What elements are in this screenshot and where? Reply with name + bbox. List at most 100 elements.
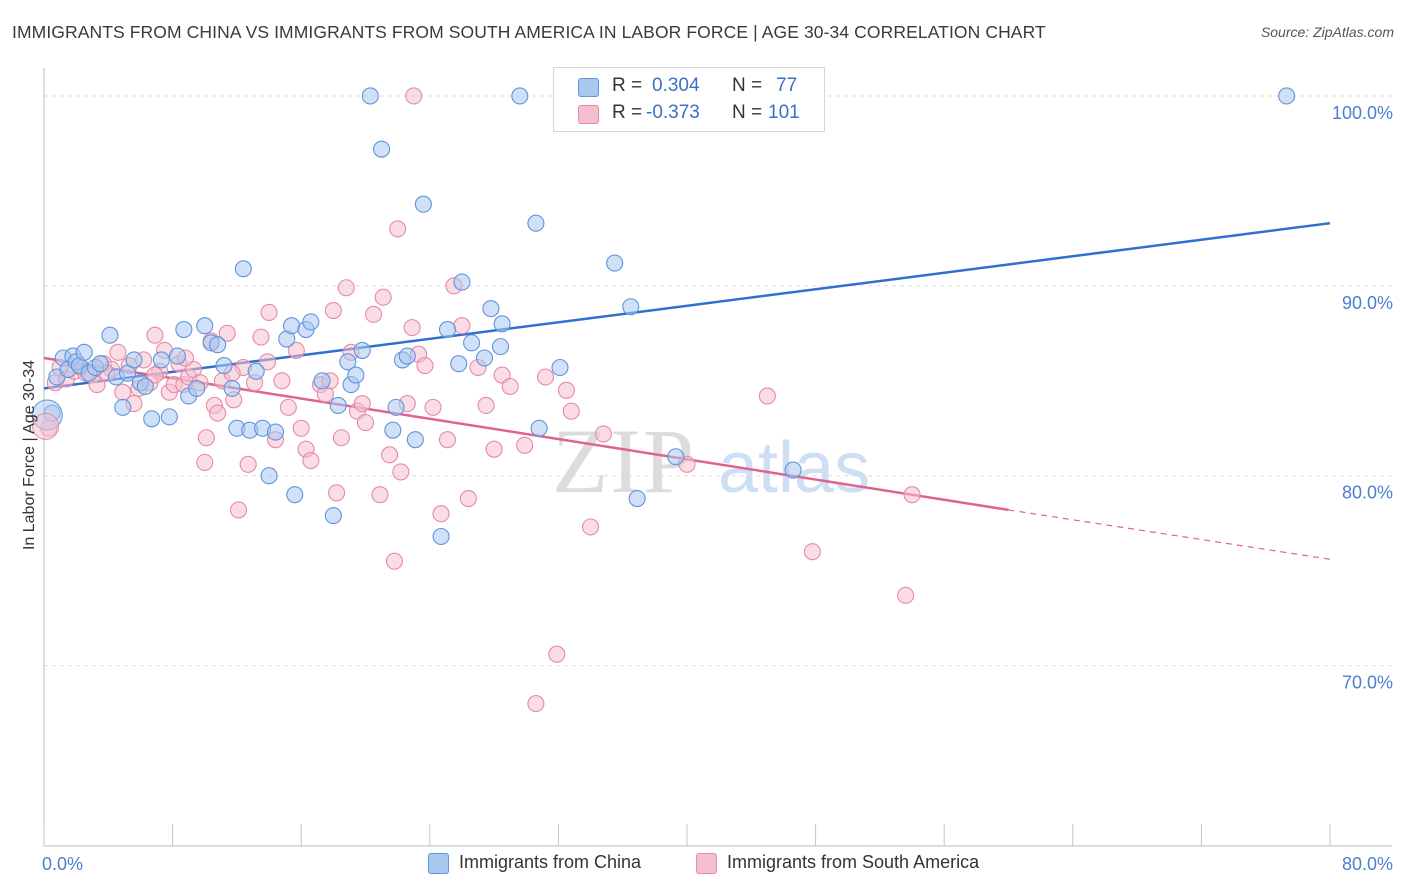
china-point (143, 410, 161, 428)
china-point (168, 347, 186, 365)
south-america-point (109, 343, 127, 361)
south-america-trend-extension (1008, 509, 1331, 560)
china-point (387, 398, 405, 416)
china-point (234, 260, 252, 278)
y-tick-label: 80.0% (1342, 483, 1393, 503)
south-america-point (403, 319, 421, 337)
chart-title: IMMIGRANTS FROM CHINA VS IMMIGRANTS FROM… (12, 22, 1046, 42)
south-america-point (485, 440, 503, 458)
china-point (463, 334, 481, 352)
south-america-point (292, 419, 310, 437)
china-point (482, 300, 500, 318)
china-point (114, 398, 132, 416)
china-point (361, 87, 379, 105)
china-legend-swatch (428, 853, 449, 874)
y-axis-label: In Labor Force | Age 30-34 (21, 360, 38, 550)
china-point (196, 317, 214, 335)
south-america-point (416, 357, 434, 375)
south-america-point (453, 317, 471, 335)
south-america-point (424, 398, 442, 416)
china-legend-label: Immigrants from China (459, 852, 642, 872)
south-america-point (405, 87, 423, 105)
china-point (283, 317, 301, 335)
china-point (432, 527, 450, 546)
south-america-point (438, 431, 457, 449)
gridlines (44, 95, 1392, 667)
y-tick-label: 70.0% (1342, 673, 1393, 693)
south-america-point (364, 305, 383, 323)
south-america-point (897, 586, 915, 604)
china-point (347, 366, 365, 384)
china-point (125, 351, 143, 369)
legend-r-label: R = (612, 75, 643, 96)
china-point (438, 320, 457, 339)
china-point (453, 273, 471, 291)
china-point (160, 408, 178, 426)
south-america-point (516, 436, 534, 454)
x-tick-label-min: 0.0% (42, 854, 83, 874)
south-america-point (803, 543, 821, 561)
china-point (75, 343, 93, 361)
china-point (511, 87, 529, 105)
stats-legend: R = 0.304 N = 77 R = -0.373 N = 101 (553, 67, 825, 132)
china-point (606, 254, 624, 272)
china-point (223, 379, 241, 397)
china-point (302, 313, 320, 331)
south-america-point (239, 455, 257, 473)
china-point (209, 336, 227, 354)
south-america-point (209, 404, 227, 422)
watermark: ZIP atlas (552, 410, 870, 512)
china-point (215, 357, 233, 375)
china-point (628, 489, 646, 508)
south-america-point (337, 279, 355, 297)
south-america-point (328, 484, 346, 502)
tick-labels: 70.0% 80.0% 90.0% 100.0% 0.0% 80.0% (42, 103, 1393, 874)
china-point (667, 448, 685, 466)
china-point (414, 195, 432, 213)
south-america-point (389, 220, 407, 238)
china-point (324, 507, 342, 525)
south-america-point (287, 341, 305, 359)
south-america-point (594, 425, 612, 443)
south-america-point (536, 368, 555, 386)
china-point (622, 298, 640, 316)
legend-n-value: 77 (776, 75, 798, 96)
south-america-point (432, 505, 450, 523)
south-america-point (477, 396, 495, 415)
x-tick-label-max: 80.0% (1342, 854, 1393, 874)
china-point (260, 467, 278, 485)
legend-r-label: R = (612, 102, 643, 123)
china-point (384, 421, 402, 439)
legend-n-value: 101 (768, 102, 800, 123)
south-america-point (252, 328, 270, 346)
china-point (339, 353, 357, 371)
south-america-point (557, 381, 575, 399)
south-america-point (332, 429, 350, 447)
south-america-point (260, 303, 278, 321)
legend-r-value: 0.304 (652, 75, 700, 96)
south-america-point (371, 486, 389, 504)
legend-r-value: -0.373 (646, 102, 700, 123)
china-point (491, 338, 510, 356)
south-america-point (381, 446, 399, 464)
y-tick-label: 100.0% (1332, 103, 1393, 123)
china-point (475, 349, 494, 367)
south-america-point (258, 353, 276, 371)
china-point (101, 326, 119, 344)
china-point (313, 372, 331, 390)
china-point (152, 351, 170, 369)
china-trend-line (43, 221, 1331, 390)
china-point (91, 355, 109, 373)
source-label: Source: ZipAtlas.com (1260, 24, 1394, 40)
south-america-point (146, 326, 164, 344)
legend-n-label: N = (732, 75, 763, 96)
legend-n-label: N = (732, 102, 763, 123)
china-point (286, 486, 304, 504)
south-america-point (374, 288, 392, 306)
south-america-point (758, 387, 776, 405)
south-america-point (196, 453, 214, 471)
south-america-point (279, 398, 297, 416)
china-point (551, 358, 569, 377)
south-america-point (548, 645, 566, 663)
